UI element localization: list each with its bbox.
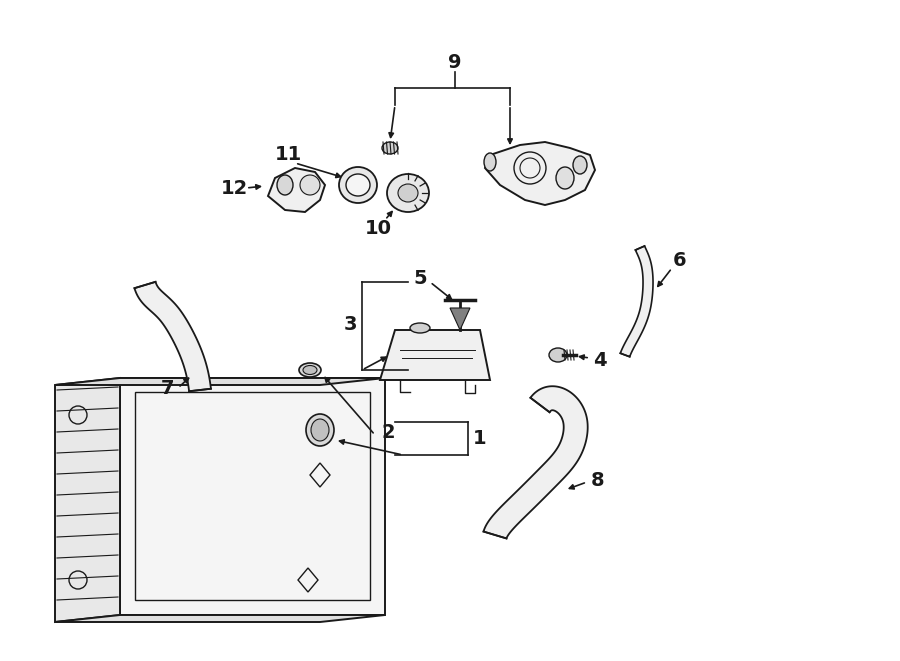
Polygon shape: [55, 378, 385, 385]
Polygon shape: [483, 386, 588, 539]
Polygon shape: [380, 330, 490, 380]
Polygon shape: [268, 168, 325, 212]
Ellipse shape: [387, 174, 429, 212]
Ellipse shape: [398, 184, 418, 202]
Text: 11: 11: [274, 145, 302, 165]
Text: 3: 3: [343, 315, 356, 334]
Ellipse shape: [339, 167, 377, 203]
Polygon shape: [485, 142, 595, 205]
Ellipse shape: [299, 363, 321, 377]
Ellipse shape: [346, 174, 370, 196]
Ellipse shape: [277, 175, 293, 195]
Ellipse shape: [306, 414, 334, 446]
Ellipse shape: [573, 156, 587, 174]
Polygon shape: [450, 308, 470, 330]
Ellipse shape: [556, 167, 574, 189]
Polygon shape: [134, 282, 211, 391]
Text: 5: 5: [413, 268, 427, 288]
Circle shape: [300, 175, 320, 195]
Polygon shape: [620, 246, 653, 357]
Polygon shape: [55, 615, 385, 622]
Polygon shape: [55, 378, 120, 622]
Text: 8: 8: [591, 471, 605, 490]
Ellipse shape: [410, 323, 430, 333]
Ellipse shape: [484, 153, 496, 171]
Text: 9: 9: [448, 52, 462, 71]
Polygon shape: [120, 378, 385, 615]
Text: 6: 6: [673, 251, 687, 270]
Text: 2: 2: [382, 422, 395, 442]
Text: 4: 4: [593, 350, 607, 369]
Text: 10: 10: [364, 219, 392, 237]
Text: 1: 1: [473, 428, 487, 447]
Text: 7: 7: [161, 379, 175, 397]
Text: 12: 12: [220, 178, 248, 198]
Ellipse shape: [549, 348, 567, 362]
Ellipse shape: [311, 419, 329, 441]
Ellipse shape: [303, 366, 317, 375]
Ellipse shape: [382, 142, 398, 154]
